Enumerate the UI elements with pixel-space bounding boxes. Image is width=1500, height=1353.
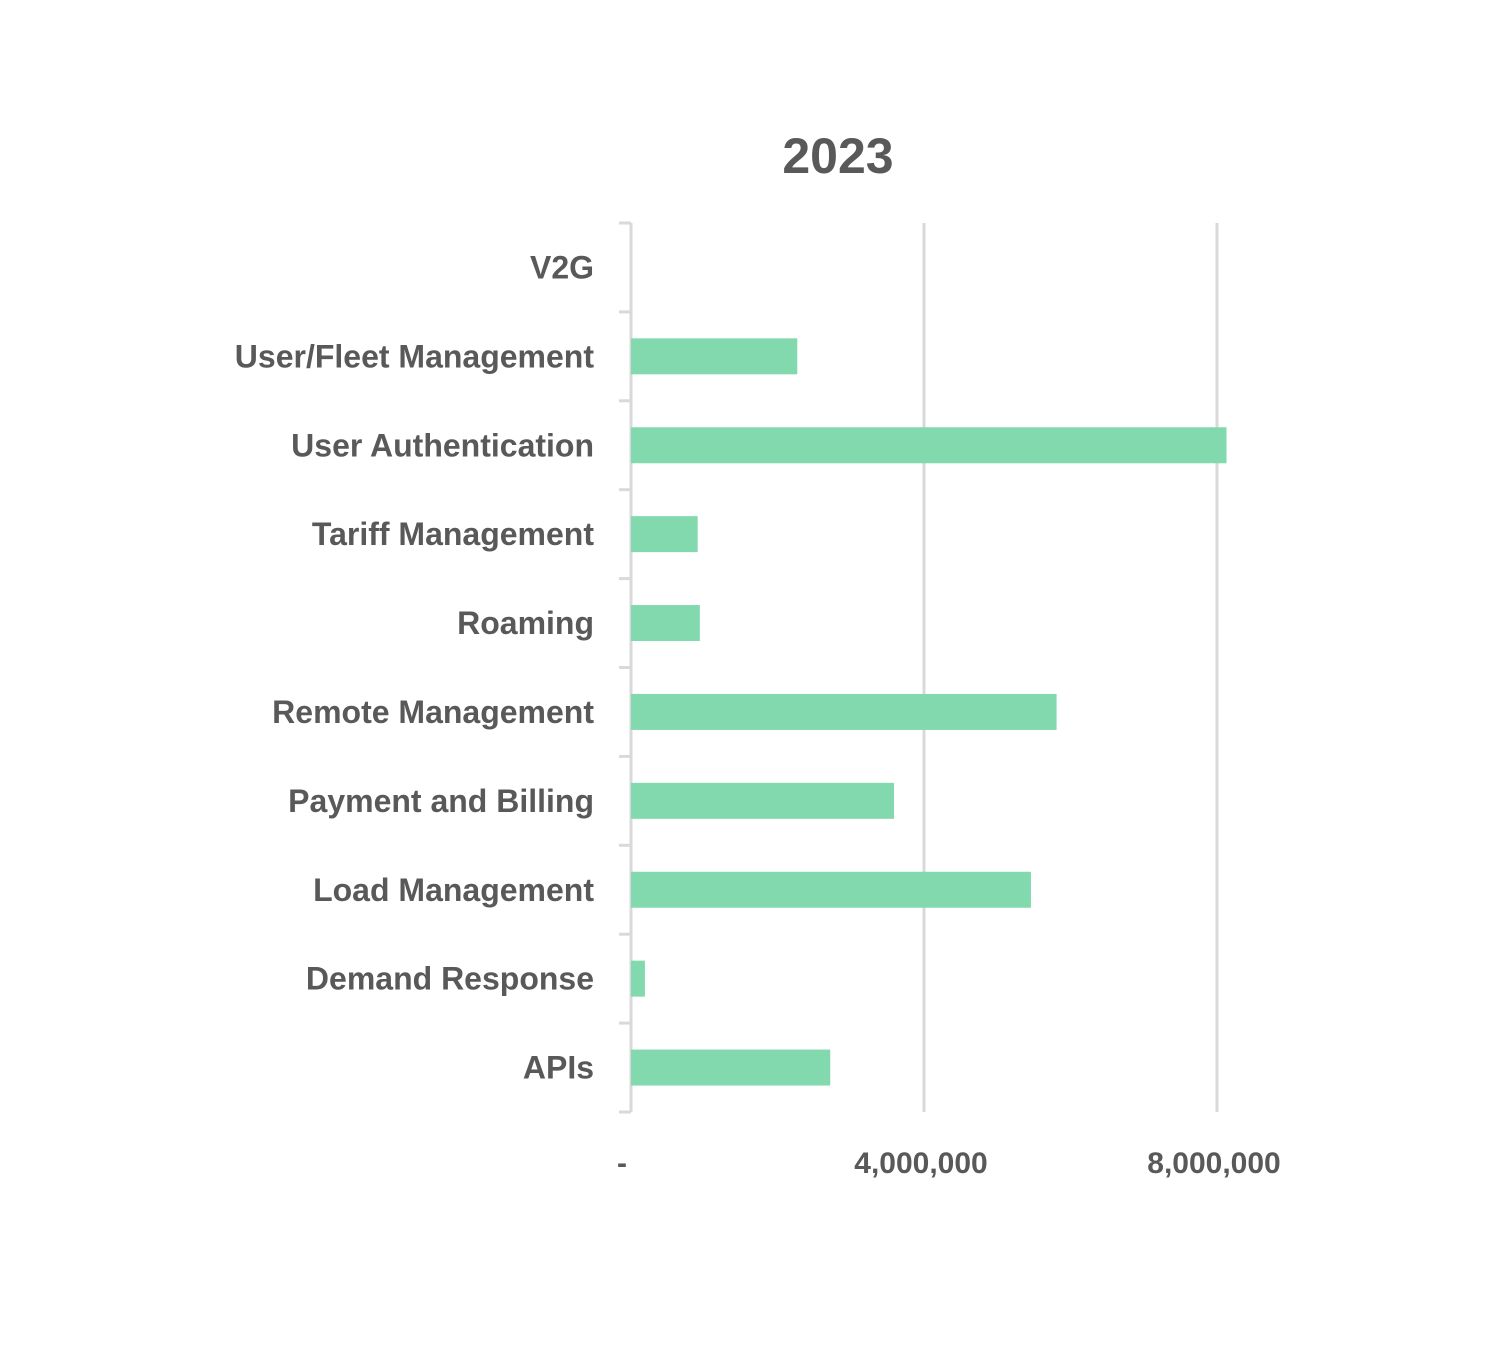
category-axis — [619, 221, 633, 1114]
category-label-apis: APIs — [523, 1050, 594, 1086]
bar-user-authentication — [631, 427, 1227, 464]
category-label-demand-response: Demand Response — [306, 961, 594, 997]
value-axis-tick-labels: - 4,000,000 8,000,000 — [617, 1147, 1281, 1180]
category-label-remote-management: Remote Management — [272, 694, 594, 730]
bar-roaming — [631, 605, 700, 642]
category-label-v2g: V2G — [530, 249, 594, 285]
bar-user-fleet-management — [631, 338, 798, 375]
category-label-payment-and-billing: Payment and Billing — [288, 783, 594, 819]
gridlines — [922, 223, 1219, 1112]
bar-payment-and-billing — [631, 782, 894, 819]
category-label-tariff-management: Tariff Management — [312, 516, 594, 552]
bar-apis — [631, 1049, 831, 1086]
bar-demand-response — [631, 960, 645, 997]
x-tick-label-4000000: 4,000,000 — [854, 1147, 987, 1180]
bar-remote-management — [631, 693, 1057, 730]
category-label-user-authentication: User Authentication — [291, 427, 594, 463]
x-tick-label-8000000: 8,000,000 — [1147, 1147, 1280, 1180]
category-label-user-fleet-management: User/Fleet Management — [235, 338, 595, 374]
category-label-roaming: Roaming — [457, 605, 594, 641]
x-tick-label-0: - — [617, 1147, 627, 1180]
chart-title: 2023 — [782, 128, 893, 184]
bars — [631, 338, 1227, 1086]
bar-tariff-management — [631, 516, 698, 553]
category-labels: V2G User/Fleet Management User Authenticat… — [235, 249, 595, 1085]
bar-load-management — [631, 871, 1031, 908]
category-label-load-management: Load Management — [313, 872, 594, 908]
